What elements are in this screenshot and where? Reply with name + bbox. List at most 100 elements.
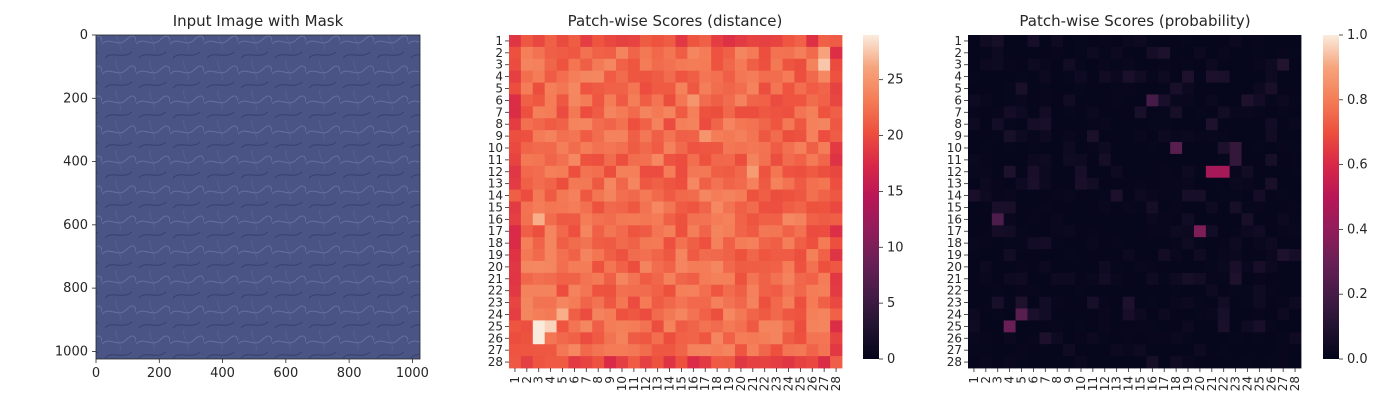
heatmap-cell [1289, 237, 1302, 250]
heatmap-cell [1289, 189, 1302, 202]
heatmap-cell [627, 82, 641, 95]
heatmap-cell [509, 260, 522, 274]
heatmap-cell [794, 189, 807, 202]
heatmap-cell [1039, 70, 1052, 83]
heatmap-cell [568, 225, 581, 238]
heatmap-cell [711, 153, 724, 167]
heatmap-cell [520, 35, 534, 48]
heatmap-cell [1039, 213, 1052, 226]
heatmap-cell [556, 165, 569, 179]
heatmap-cell [1146, 201, 1159, 214]
heatmap-cell [968, 320, 981, 333]
heatmap-cell [1265, 225, 1278, 238]
heatmap-cell [1146, 177, 1159, 190]
heatmap-cell [556, 249, 569, 262]
heatmap-cell [675, 177, 688, 190]
heatmap-cell [806, 165, 819, 179]
heatmap-cell [818, 35, 831, 48]
heatmap-cell [1015, 332, 1028, 345]
heatmap-cell [509, 308, 522, 321]
row-tick-label: 16 [488, 212, 503, 226]
heatmap-cell [1134, 177, 1147, 190]
heatmap-cell [1277, 58, 1290, 72]
heatmap-cell [1205, 225, 1219, 238]
heatmap-cell [723, 165, 736, 179]
heatmap-cell [1193, 130, 1207, 143]
heatmap-cell [794, 58, 807, 72]
heatmap-cell [675, 153, 688, 167]
heatmap-cell [1063, 106, 1076, 119]
heatmap-cell [711, 106, 724, 119]
heatmap-cell [1098, 237, 1112, 250]
col-tick-label: 14 [1122, 376, 1136, 391]
heatmap-cell [1205, 94, 1219, 107]
heatmap-cell [604, 35, 617, 48]
heatmap-cell [651, 118, 664, 131]
heatmap-cell [1241, 332, 1254, 345]
heatmap-cell [1265, 153, 1278, 167]
heatmap-cell [1098, 213, 1112, 226]
heatmap-cell [1039, 177, 1052, 190]
heatmap-cell [1051, 189, 1064, 202]
heatmap-cell [1193, 260, 1207, 274]
heatmap-cell [734, 142, 748, 155]
heatmap-cell [580, 320, 593, 333]
col-tick-label: 13 [651, 376, 665, 391]
col-tick-label: 27 [1276, 376, 1290, 391]
heatmap-cell [699, 177, 712, 190]
heatmap-cell [794, 308, 807, 321]
heatmap-cell [979, 249, 993, 262]
heatmap-cell [806, 94, 819, 107]
heatmap-cell [1086, 70, 1100, 83]
heatmap-cell [1098, 177, 1112, 190]
heatmap-cell [1217, 320, 1231, 333]
row-tick-label: 26 [947, 331, 962, 345]
heatmap-cell [806, 237, 819, 250]
heatmap-cell [1229, 106, 1242, 119]
heatmap-cell [806, 189, 819, 202]
heatmap-cell [1134, 332, 1147, 345]
heatmap-cell [520, 237, 534, 250]
heatmap-cell [532, 225, 546, 238]
heatmap-cell [1217, 82, 1231, 95]
heatmap-cell [675, 237, 688, 250]
heatmap-cell [979, 237, 993, 250]
heatmap-cell [782, 332, 795, 345]
heatmap-cell [1193, 225, 1207, 238]
row-tick-label: 21 [947, 272, 962, 286]
heatmap-cell [1193, 82, 1207, 95]
heatmap-cell [1003, 142, 1016, 155]
heatmap-cell [1122, 35, 1135, 48]
heatmap-cell [663, 237, 676, 250]
heatmap-cell [627, 237, 641, 250]
heatmap-cell [1075, 82, 1088, 95]
heatmap-cell [580, 153, 593, 167]
heatmap-cell [592, 344, 605, 357]
heatmap-cell [592, 308, 605, 321]
heatmap-cell [1265, 284, 1278, 298]
heatmap-cell [1039, 106, 1052, 119]
heatmap-cell [604, 320, 617, 333]
heatmap-cell [1253, 308, 1266, 321]
row-tick-label: 17 [947, 224, 962, 238]
heatmap-cell [734, 320, 748, 333]
heatmap-cell [782, 356, 795, 369]
heatmap-cell [770, 35, 783, 48]
heatmap-cell [1241, 284, 1254, 298]
heatmap-cell [1158, 177, 1171, 190]
heatmap-cell [979, 106, 993, 119]
heatmap-cell [616, 58, 629, 72]
heatmap-cell [1277, 356, 1290, 369]
heatmap-cell [1075, 213, 1088, 226]
heatmap-cell [520, 272, 534, 286]
heatmap-cell [687, 296, 700, 309]
heatmap-cell [1229, 82, 1242, 95]
heatmap-cell [806, 332, 819, 345]
heatmap-cell [1289, 260, 1302, 274]
heatmap-cell [1015, 106, 1028, 119]
heatmap-cell [711, 296, 724, 309]
heatmap-cell [544, 237, 557, 250]
heatmap-cell [556, 260, 569, 274]
heatmap-cell [604, 332, 617, 345]
col-tick-label: 17 [698, 376, 712, 391]
